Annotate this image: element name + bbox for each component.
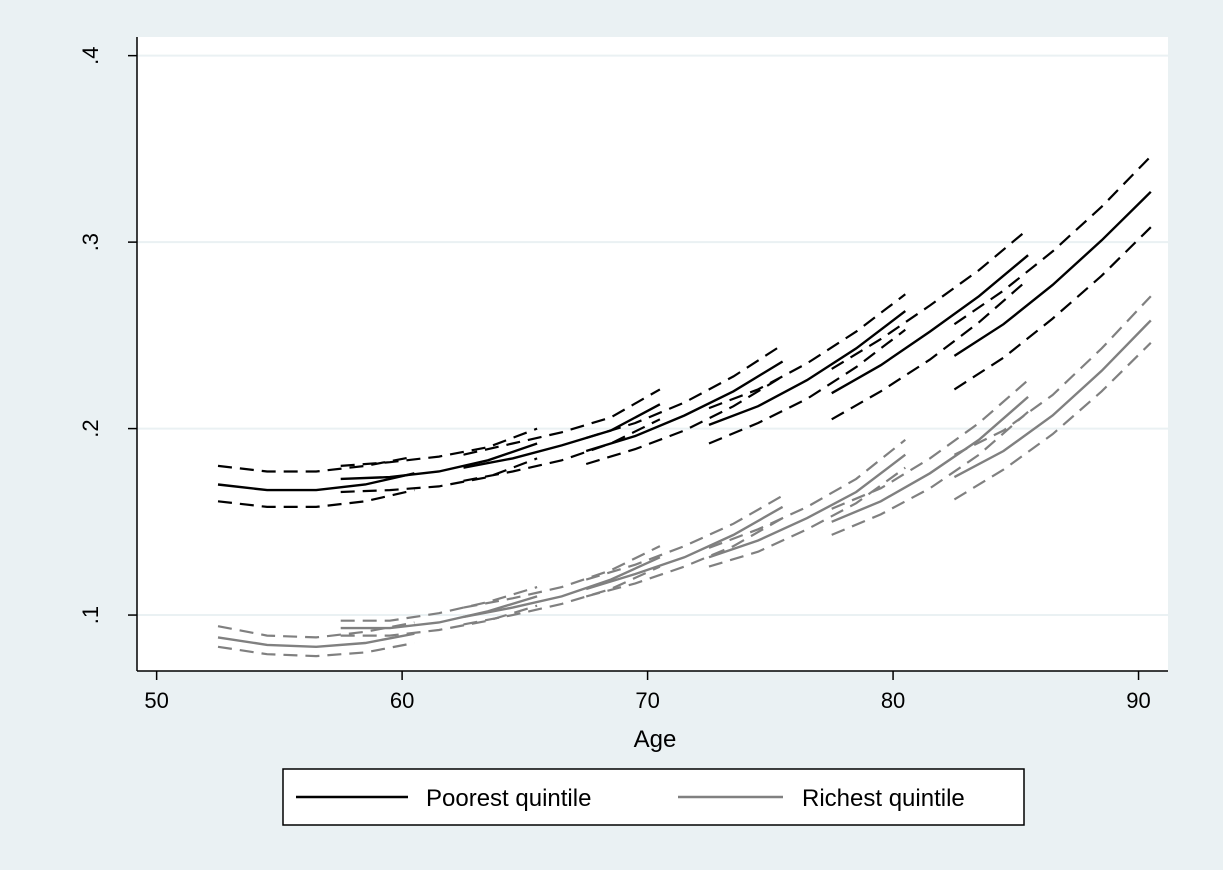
x-tick-label: 50 xyxy=(144,688,168,713)
series-richest-ci-upper-6 xyxy=(953,295,1152,456)
series-richest-line-2 xyxy=(463,556,661,619)
legend: Poorest quintile Richest quintile xyxy=(282,768,1025,826)
y-axis-ticks: .1 .2 .3 .4 xyxy=(78,46,137,624)
series-richest-line-4 xyxy=(708,453,907,559)
series-richest xyxy=(217,295,1152,658)
series-richest-line-1 xyxy=(340,595,538,630)
series-richest-ci-upper-5 xyxy=(831,379,1029,510)
series-richest-line-3 xyxy=(585,505,784,591)
series-richest-ci-upper-3 xyxy=(585,494,784,581)
series-poorest-ci-upper-2 xyxy=(463,388,661,456)
y-tick-label: .2 xyxy=(78,419,103,437)
series-poorest-ci-lower-6 xyxy=(953,226,1152,391)
series-poorest-ci-lower-5 xyxy=(831,278,1029,421)
x-tick-label: 90 xyxy=(1126,688,1150,713)
series-poorest-line-0 xyxy=(217,472,415,492)
series-richest-ci-upper-1 xyxy=(340,586,538,622)
series-poorest-ci-lower-4 xyxy=(708,328,906,445)
series-richest-ci-lower-3 xyxy=(585,517,784,598)
series-richest-ci-upper-2 xyxy=(463,545,661,609)
series-poorest-ci-lower-0 xyxy=(217,489,415,508)
series-richest-line-6 xyxy=(953,319,1152,479)
series-poorest-ci-upper-0 xyxy=(217,455,415,473)
series-richest-ci-upper-4 xyxy=(708,438,906,549)
series-richest-line-0 xyxy=(217,632,415,649)
series-poorest-ci-lower-1 xyxy=(340,457,538,494)
series-richest-ci-lower-6 xyxy=(953,342,1152,501)
series-richest-ci-lower-1 xyxy=(340,604,538,637)
series-richest-ci-lower-5 xyxy=(831,410,1029,536)
series-poorest-line-3 xyxy=(585,360,784,453)
series-poorest-ci-upper-1 xyxy=(340,427,538,467)
legend-label-richest: Richest quintile xyxy=(802,785,965,812)
series-poorest-ci-upper-4 xyxy=(708,293,906,410)
x-axis-title: Age xyxy=(634,726,677,753)
series-poorest-ci-lower-3 xyxy=(585,375,784,466)
y-tick-label: .3 xyxy=(78,233,103,251)
x-tick-label: 60 xyxy=(390,688,414,713)
series-poorest-ci-upper-3 xyxy=(585,343,784,439)
plot-area xyxy=(137,37,1168,671)
series-richest-ci-lower-0 xyxy=(217,641,415,658)
y-tick-label: .1 xyxy=(78,606,103,624)
x-tick-label: 80 xyxy=(881,688,905,713)
series-richest-ci-lower-2 xyxy=(463,565,661,626)
series-poorest-line-1 xyxy=(340,442,538,481)
series-poorest-ci-upper-6 xyxy=(953,155,1152,326)
x-tick-label: 70 xyxy=(635,688,659,713)
series-poorest xyxy=(217,155,1152,508)
series-layer xyxy=(217,155,1152,658)
x-axis-ticks: 50 60 70 80 90 xyxy=(144,671,1151,713)
series-richest-line-5 xyxy=(831,395,1029,523)
series-poorest-ci-lower-2 xyxy=(463,418,661,482)
y-tick-label: .4 xyxy=(78,46,103,64)
series-poorest-line-4 xyxy=(708,310,907,427)
series-poorest-line-6 xyxy=(953,190,1152,357)
series-poorest-line-2 xyxy=(463,403,661,469)
legend-label-poorest: Poorest quintile xyxy=(426,785,591,812)
series-poorest-line-5 xyxy=(831,254,1029,395)
series-poorest-ci-upper-5 xyxy=(831,228,1029,370)
